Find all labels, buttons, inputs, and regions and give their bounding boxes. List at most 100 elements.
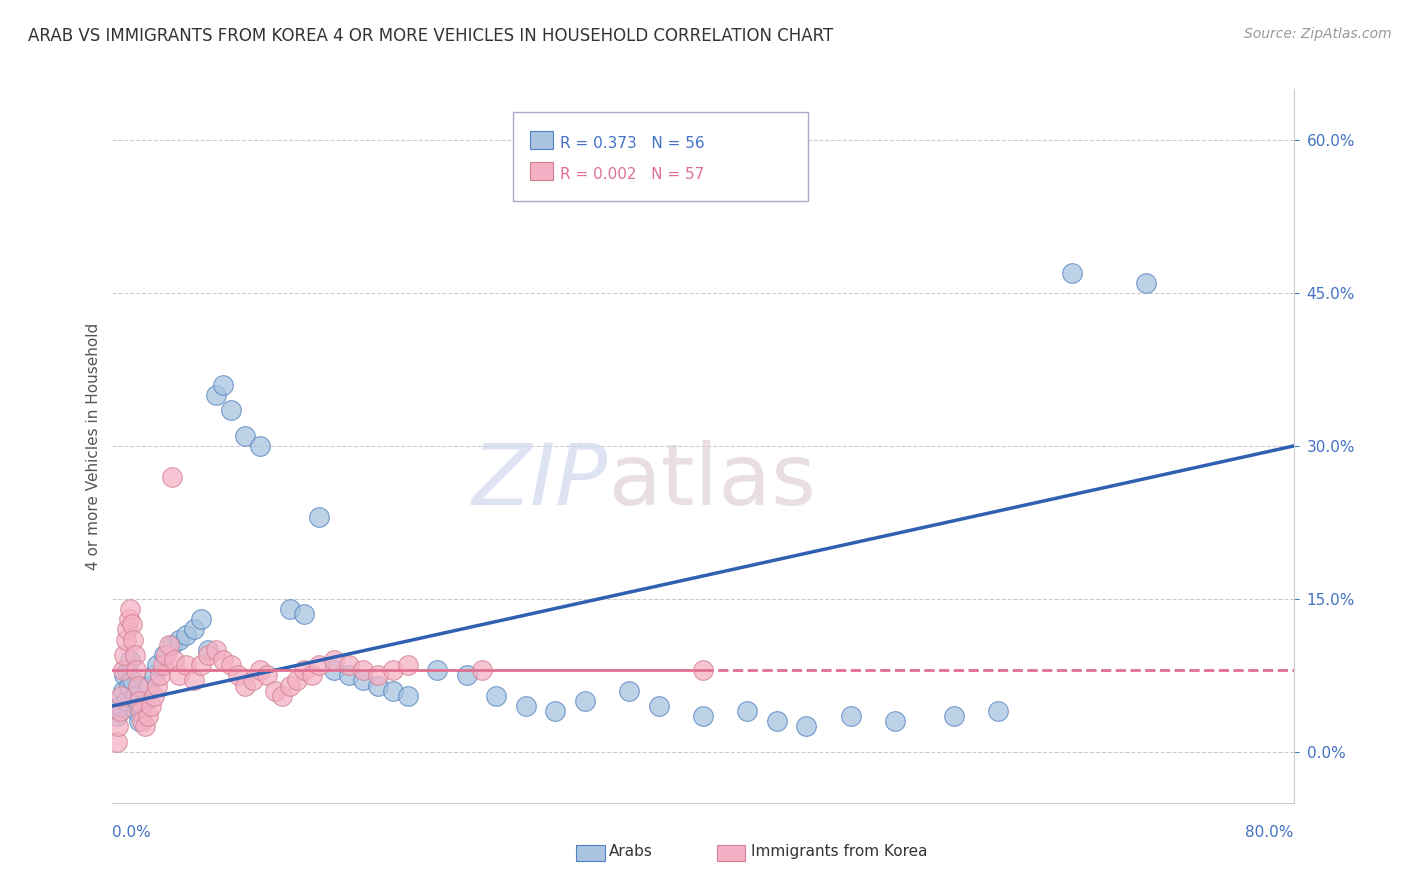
Point xyxy=(292,663,315,677)
Point xyxy=(337,668,360,682)
Point xyxy=(190,658,212,673)
Point xyxy=(153,648,176,662)
Point xyxy=(544,704,567,718)
Point xyxy=(190,612,212,626)
Point xyxy=(174,627,197,641)
Point xyxy=(121,617,143,632)
Point xyxy=(157,638,180,652)
Point xyxy=(219,403,242,417)
Point xyxy=(226,668,249,682)
Point xyxy=(183,673,205,688)
Point xyxy=(131,714,153,729)
Point xyxy=(278,602,301,616)
Point xyxy=(212,377,235,392)
Point xyxy=(271,689,294,703)
Point xyxy=(219,658,242,673)
Point xyxy=(352,673,374,688)
Point xyxy=(160,469,183,483)
Point xyxy=(242,673,264,688)
Point xyxy=(122,632,145,647)
Point xyxy=(470,663,494,677)
Point xyxy=(136,709,159,723)
Point xyxy=(692,709,714,723)
Text: 80.0%: 80.0% xyxy=(1246,825,1294,840)
Text: R = 0.002   N = 57: R = 0.002 N = 57 xyxy=(560,167,704,182)
Point xyxy=(1135,276,1157,290)
Point xyxy=(285,673,308,688)
Point xyxy=(127,679,149,693)
Point xyxy=(249,663,271,677)
Point xyxy=(108,704,131,718)
Point xyxy=(515,698,537,713)
Point xyxy=(301,668,323,682)
Point xyxy=(142,689,165,703)
Point xyxy=(249,439,271,453)
Point xyxy=(131,698,153,713)
Point xyxy=(128,714,150,729)
Point xyxy=(118,612,141,626)
Point xyxy=(308,510,330,524)
Point xyxy=(308,658,330,673)
Text: Immigrants from Korea: Immigrants from Korea xyxy=(751,845,928,859)
Point xyxy=(766,714,789,729)
Point xyxy=(174,658,197,673)
Point xyxy=(108,698,131,713)
Point xyxy=(139,698,162,713)
Point xyxy=(737,704,759,718)
Text: ARAB VS IMMIGRANTS FROM KOREA 4 OR MORE VEHICLES IN HOUSEHOLD CORRELATION CHART: ARAB VS IMMIGRANTS FROM KOREA 4 OR MORE … xyxy=(28,27,834,45)
Point xyxy=(146,679,169,693)
Point xyxy=(105,709,128,723)
Point xyxy=(197,643,219,657)
Point xyxy=(352,663,374,677)
Point xyxy=(107,719,129,733)
Point xyxy=(205,388,228,402)
Point xyxy=(125,663,148,677)
Point xyxy=(292,607,315,622)
Point xyxy=(337,658,360,673)
Point xyxy=(197,648,219,662)
Point xyxy=(160,638,183,652)
Point xyxy=(212,653,235,667)
Point xyxy=(124,648,146,662)
Point xyxy=(105,734,128,748)
Text: ZIP: ZIP xyxy=(472,440,609,524)
Point xyxy=(987,704,1010,718)
Text: 0.0%: 0.0% xyxy=(112,825,152,840)
Point xyxy=(647,698,671,713)
Text: Source: ZipAtlas.com: Source: ZipAtlas.com xyxy=(1244,27,1392,41)
Point xyxy=(152,658,174,673)
Point xyxy=(149,668,172,682)
Point xyxy=(138,679,160,693)
Point xyxy=(114,694,136,708)
Point xyxy=(367,679,389,693)
Point xyxy=(367,668,389,682)
Point xyxy=(256,668,278,682)
Point xyxy=(163,653,186,667)
Point xyxy=(120,602,142,616)
Point xyxy=(134,719,156,733)
Point xyxy=(233,679,256,693)
Point xyxy=(323,663,346,677)
Point xyxy=(796,719,818,733)
Point xyxy=(233,429,256,443)
Point xyxy=(396,658,419,673)
Point xyxy=(278,679,301,693)
Point xyxy=(183,623,205,637)
Point xyxy=(117,623,138,637)
Point xyxy=(692,663,714,677)
Point xyxy=(382,663,405,677)
Point xyxy=(134,694,156,708)
Point xyxy=(117,663,138,677)
Point xyxy=(167,632,190,647)
Point xyxy=(111,683,134,698)
Point xyxy=(456,668,478,682)
Point xyxy=(112,648,135,662)
Point xyxy=(142,668,165,682)
Point xyxy=(146,658,169,673)
Point xyxy=(120,653,142,667)
Point xyxy=(205,643,228,657)
Point xyxy=(155,648,177,662)
Point xyxy=(167,668,190,682)
Point xyxy=(942,709,965,723)
Point xyxy=(110,689,132,703)
